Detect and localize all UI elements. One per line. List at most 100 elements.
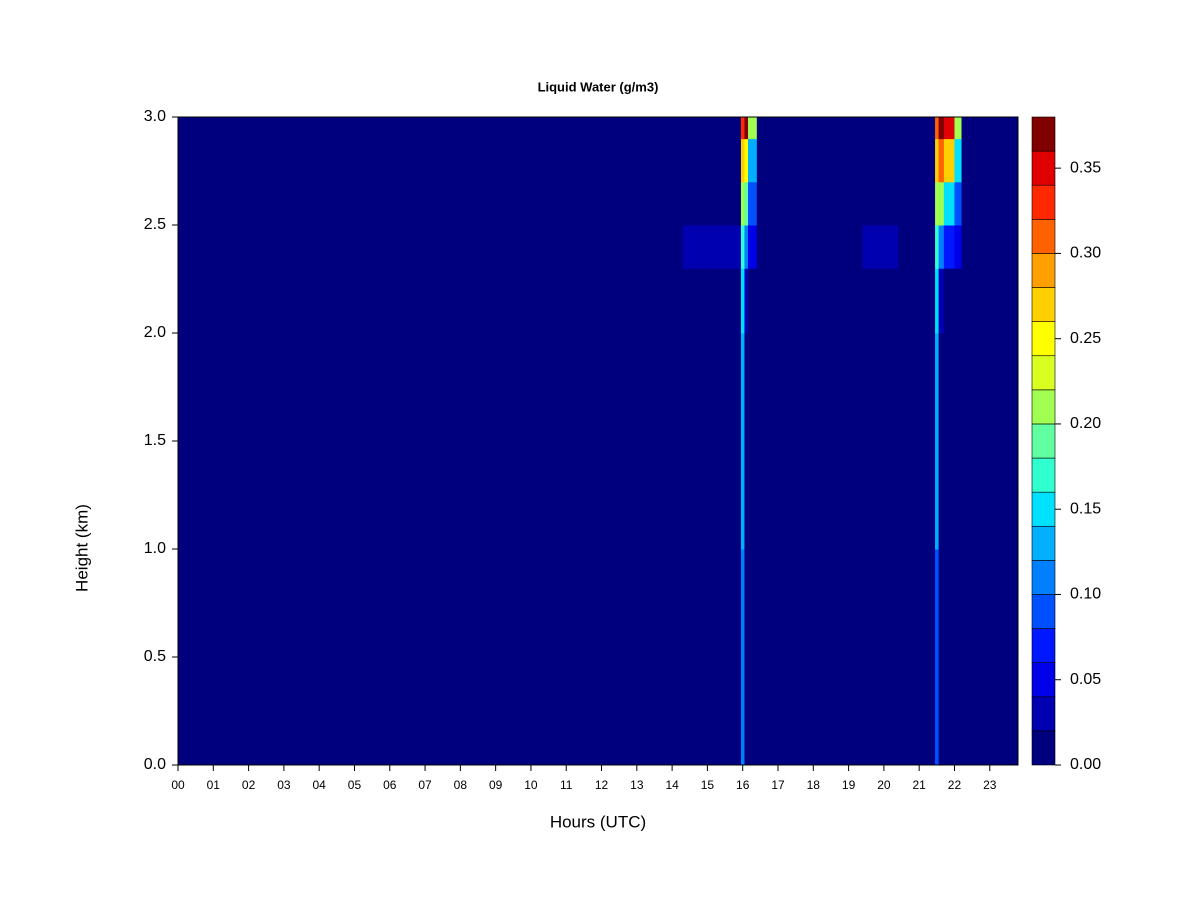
heatmap-cell [961, 117, 1019, 140]
heatmap-cell [935, 225, 940, 269]
colorbar-box [1031, 184, 1056, 220]
heatmap-cell [954, 225, 963, 269]
heatmap-cell [748, 549, 758, 766]
heatmap-cell [938, 138, 945, 183]
x-tick-label: 23 [983, 778, 997, 792]
heatmap-cell [748, 333, 758, 550]
y-axis-label: Height (km) [72, 504, 91, 592]
heatmap-cell [756, 181, 864, 226]
x-tick-label: 08 [454, 778, 468, 792]
heatmap-cell [682, 225, 705, 269]
heatmap-cell [748, 225, 758, 269]
heatmap-cell [938, 225, 945, 269]
heatmap-cell [938, 117, 945, 140]
heatmap-cell [740, 138, 745, 183]
x-tick-label: 14 [665, 778, 679, 792]
heatmap-cell [682, 117, 705, 140]
colorbar-tick-label: 0.20 [1070, 415, 1101, 432]
heatmap-cell [898, 225, 936, 269]
x-tick-label: 05 [348, 778, 362, 792]
heatmap-cell [740, 268, 745, 334]
heatmap-cell [703, 181, 742, 226]
x-tick-label: 03 [277, 778, 291, 792]
heatmap-cell [748, 117, 758, 140]
heatmap-cell [938, 268, 945, 334]
y-tick-label: 3.0 [144, 108, 166, 125]
heatmap-cell [961, 268, 1019, 334]
colorbar-tick-label: 0.15 [1070, 500, 1101, 517]
heatmap-cell [744, 333, 749, 550]
heatmap-cell [703, 333, 742, 550]
colorbar-box [1031, 491, 1056, 527]
heatmap-cell [943, 117, 955, 140]
heatmap-cell [898, 181, 936, 226]
heatmap-cell [961, 549, 1019, 766]
colorbar-box [1031, 662, 1056, 698]
heatmap-cell [898, 268, 936, 334]
colorbar-box [1031, 730, 1056, 766]
heatmap-cell [898, 549, 936, 766]
heatmap-cell [938, 181, 945, 226]
heatmap-cell [862, 268, 899, 334]
colorbar-box [1031, 355, 1056, 391]
colorbar-box [1031, 219, 1056, 254]
x-tick-label: 16 [736, 778, 750, 792]
heatmap-cell [178, 333, 684, 550]
heatmap-cell [862, 225, 899, 269]
y-tick-label: 1.0 [144, 540, 166, 557]
heatmap-cell [943, 333, 955, 550]
x-tick-label: 13 [630, 778, 644, 792]
heatmap-cell [703, 549, 742, 766]
heatmap-cell [740, 117, 745, 140]
x-tick-label: 12 [595, 778, 609, 792]
heatmap-cell [943, 549, 955, 766]
heatmap-cell [954, 117, 963, 140]
heatmap-cell [178, 268, 684, 334]
x-tick-label: 11 [560, 778, 573, 792]
heatmap-cell [961, 138, 1019, 183]
x-tick-label: 00 [171, 778, 185, 792]
heatmap-cell [935, 268, 940, 334]
heatmap-cell [748, 181, 758, 226]
heatmap-cell [703, 117, 742, 140]
heatmap-cell [682, 333, 705, 550]
heatmap-cell [682, 268, 705, 334]
y-tick-label: 0.0 [144, 756, 166, 773]
heatmap-cell [178, 181, 684, 226]
heatmap-cell [756, 117, 864, 140]
heatmap-cell [756, 225, 864, 269]
heatmap-cell [740, 549, 745, 766]
heatmap-cell [862, 333, 899, 550]
heatmap-cell [898, 117, 936, 140]
heatmap-cell [703, 138, 742, 183]
heatmap-cell [943, 225, 955, 269]
heatmap-cell [954, 181, 963, 226]
x-tick-label: 02 [242, 778, 256, 792]
heatmap-cell [935, 181, 940, 226]
heatmap-cell [954, 333, 963, 550]
heatmap-cell [740, 181, 745, 226]
heatmap-cell [961, 181, 1019, 226]
colorbar-box [1031, 287, 1056, 322]
heatmap-cell [748, 138, 758, 183]
heatmap-cell [954, 549, 963, 766]
colorbar-box [1031, 594, 1056, 629]
heatmap-cell [703, 268, 742, 334]
x-tick-label: 20 [877, 778, 891, 792]
colorbar-box [1031, 628, 1056, 663]
heatmap-cell [682, 181, 705, 226]
y-tick-label: 2.0 [144, 324, 166, 341]
heatmap-cell [943, 138, 955, 183]
heatmap-cell [744, 225, 749, 269]
heatmap-cell [744, 549, 749, 766]
heatmap-cell [943, 268, 955, 334]
chart-title: Liquid Water (g/m3) [538, 79, 659, 94]
colorbar-box [1031, 560, 1056, 595]
heatmap-cell [178, 138, 684, 183]
heatmap-cell [938, 549, 945, 766]
x-tick-label: 04 [312, 778, 326, 792]
x-tick-label: 21 [912, 778, 926, 792]
colorbar-tick-label: 0.35 [1070, 159, 1101, 176]
